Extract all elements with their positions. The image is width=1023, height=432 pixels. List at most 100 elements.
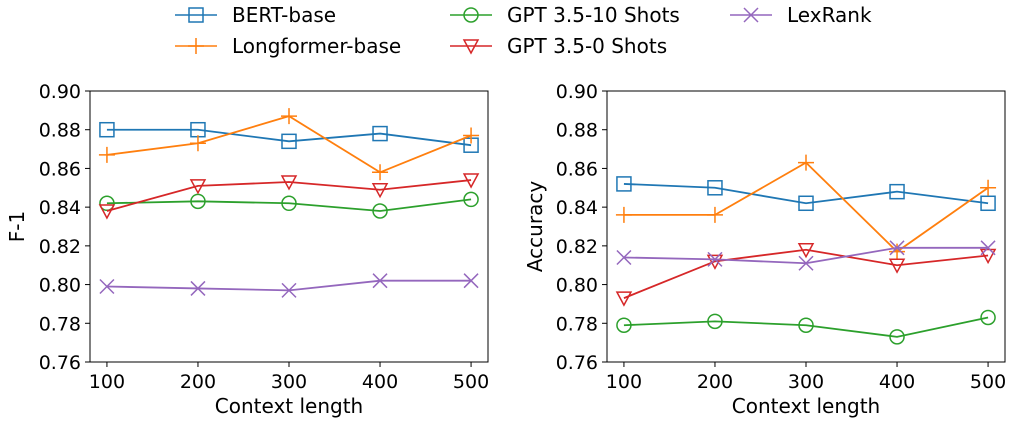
data-point xyxy=(280,175,298,191)
y-tick-label: 0.84 xyxy=(39,197,81,219)
data-point xyxy=(707,313,723,330)
legend-label: LexRank xyxy=(787,3,872,27)
legend-item-gpt-3-5-0-shots: GPT 3.5-0 Shots xyxy=(450,34,667,58)
x-tick-label: 200 xyxy=(180,371,216,393)
y-tick-label: 0.90 xyxy=(39,81,81,103)
data-point xyxy=(616,176,632,192)
x-tick-label: 500 xyxy=(970,371,1006,393)
x-tick-label: 100 xyxy=(89,371,125,393)
x-tick-label: 400 xyxy=(362,371,398,393)
data-point xyxy=(798,154,814,171)
data-point xyxy=(616,249,632,266)
data-point xyxy=(462,173,480,189)
data-point xyxy=(615,291,633,307)
y-tick-label: 0.76 xyxy=(39,352,81,374)
series-lexrank xyxy=(99,273,479,298)
data-point xyxy=(979,248,997,265)
series-bert-base xyxy=(616,176,996,212)
data-point xyxy=(798,255,814,271)
data-point xyxy=(707,180,723,196)
series-line xyxy=(106,179,472,212)
legend-item-bert-base: BERT-base xyxy=(175,3,336,27)
data-point xyxy=(706,254,724,270)
x-axis-label: Context length xyxy=(732,394,880,418)
data-point xyxy=(281,282,297,298)
data-point xyxy=(706,206,723,223)
y-tick-label: 0.86 xyxy=(556,158,598,180)
legend-marker-square xyxy=(188,7,204,23)
data-point xyxy=(463,127,480,144)
legend-item-longformer-base: Longformer-base xyxy=(175,34,401,58)
plot-area-frame xyxy=(89,90,489,363)
legend: BERT-base Longformer-base GPT 3.5-10 Shots… xyxy=(175,3,872,58)
data-point xyxy=(707,251,723,267)
x-tick-label: 500 xyxy=(453,371,489,393)
y-axis-label: F-1 xyxy=(5,211,29,242)
series-line xyxy=(623,183,989,205)
y-tick-label: 0.78 xyxy=(556,313,598,335)
data-point xyxy=(889,183,905,200)
data-point xyxy=(980,309,996,326)
legend-marker-circle xyxy=(463,7,479,23)
data-point xyxy=(372,125,388,142)
data-point xyxy=(99,278,115,295)
y-tick-label: 0.82 xyxy=(39,236,81,258)
data-point xyxy=(616,317,632,333)
x-tick-label: 300 xyxy=(788,371,824,393)
data-point xyxy=(889,329,905,345)
series-line xyxy=(106,128,472,147)
data-point xyxy=(190,280,206,296)
data-point xyxy=(463,191,479,208)
data-point xyxy=(798,317,814,333)
data-point xyxy=(281,133,297,150)
data-point xyxy=(372,273,388,289)
plot-area-frame xyxy=(606,90,1006,363)
data-point xyxy=(980,179,997,196)
y-tick-label: 0.82 xyxy=(556,236,598,258)
accuracy-panel: 0.76 0.78 0.80 0.82 0.84 0.86 0.88 0.90 100 200 30… xyxy=(523,81,1006,418)
legend-marker-plus xyxy=(188,38,204,54)
legend-marker-x xyxy=(743,7,759,23)
data-point xyxy=(189,135,206,152)
data-point xyxy=(99,121,115,138)
data-point xyxy=(281,195,297,212)
series-line xyxy=(623,161,989,253)
data-point xyxy=(372,203,388,219)
legend-label: GPT 3.5-10 Shots xyxy=(507,3,680,27)
series-gpt-3-5-10-shots xyxy=(99,191,479,219)
data-point xyxy=(888,258,906,274)
legend-label: BERT-base xyxy=(232,3,336,27)
data-point xyxy=(98,204,116,220)
series-line xyxy=(106,198,472,212)
x-tick-label: 400 xyxy=(879,371,915,393)
data-point xyxy=(98,146,115,163)
series-line xyxy=(623,316,989,338)
data-point xyxy=(372,164,389,181)
x-tick-label: 100 xyxy=(606,371,642,393)
legend-marker-triangle-down xyxy=(462,39,480,55)
data-point xyxy=(463,273,479,289)
data-point xyxy=(980,195,996,212)
legend-item-gpt-3-5-10-shots: GPT 3.5-10 Shots xyxy=(450,3,680,27)
x-tick-label: 200 xyxy=(697,371,733,393)
data-point xyxy=(889,243,906,260)
y-tick-label: 0.88 xyxy=(39,120,81,142)
data-point xyxy=(281,108,297,125)
data-point xyxy=(797,242,815,259)
data-point xyxy=(189,179,207,195)
y-tick-label: 0.84 xyxy=(556,197,598,219)
series-line xyxy=(623,248,989,299)
y-axis-label: Accuracy xyxy=(523,181,547,272)
data-point xyxy=(615,206,632,223)
data-point xyxy=(371,182,389,199)
series-longformer-base xyxy=(615,154,997,260)
series-lexrank xyxy=(616,240,996,271)
data-point xyxy=(798,195,814,212)
series-longformer-base xyxy=(98,108,480,181)
series-line xyxy=(106,115,472,174)
y-tick-label: 0.80 xyxy=(39,275,81,297)
legend-label: Longformer-base xyxy=(232,34,401,58)
y-tick-label: 0.78 xyxy=(39,313,81,335)
